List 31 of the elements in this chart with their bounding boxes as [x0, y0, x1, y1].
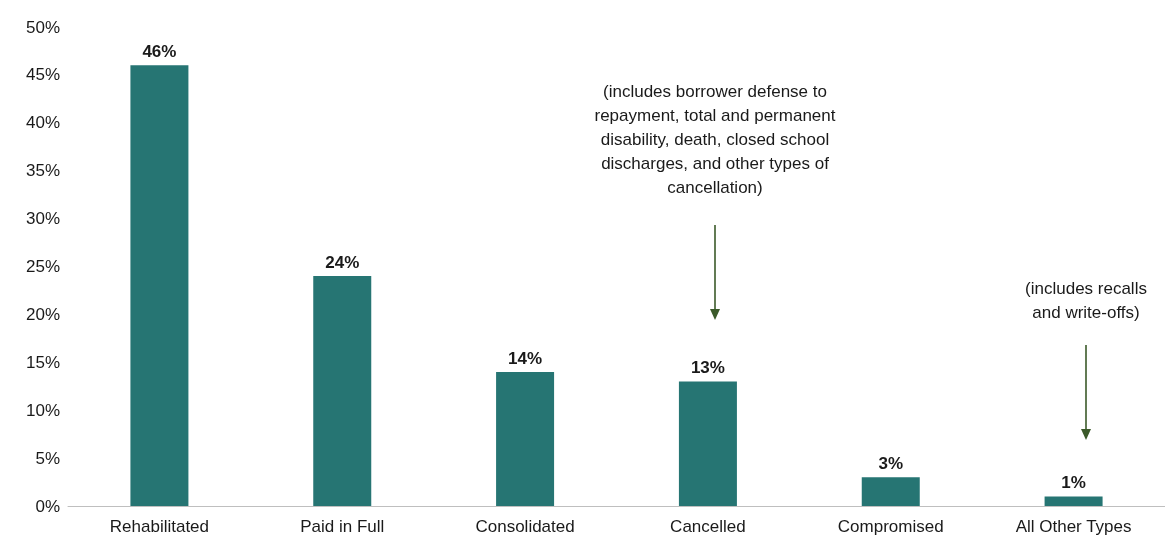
y-tick-label: 0%	[35, 496, 60, 516]
bar	[496, 371, 555, 506]
x-tick-label: Consolidated	[475, 517, 575, 536]
x-tick-label: All Other Types	[1015, 517, 1132, 536]
y-tick-label: 45%	[25, 65, 60, 85]
x-tick-label: Cancelled	[670, 517, 746, 536]
annotation: (includes recalls and write-offs)	[1024, 278, 1148, 324]
y-tick-label: 20%	[25, 304, 60, 324]
y-tick-label: 35%	[25, 161, 60, 181]
y-tick-label: 30%	[25, 209, 60, 229]
bar	[313, 276, 372, 506]
bar	[1044, 496, 1103, 506]
x-tick-label: Paid in Full	[300, 517, 385, 536]
data-label: 1%	[1061, 473, 1086, 493]
bar	[861, 477, 920, 506]
data-label: 13%	[690, 358, 725, 378]
bar	[678, 381, 737, 506]
data-label: 14%	[508, 348, 543, 368]
y-tick-label: 15%	[25, 352, 60, 372]
x-tick-label: Compromised	[837, 517, 944, 536]
y-tick-label: 50%	[25, 17, 60, 37]
bar	[130, 65, 189, 506]
y-tick-label: 25%	[25, 257, 60, 276]
y-tick-label: 5%	[35, 448, 60, 468]
x-tick-label: Rehabilitated	[109, 517, 210, 536]
data-label: 3%	[878, 454, 904, 474]
y-tick-label: 10%	[25, 400, 60, 420]
data-label: 46%	[142, 42, 177, 62]
data-label: 24%	[325, 253, 360, 273]
annotation: (includes borrower defense to repayment, total and permanent disability, death, closed school discharges, and other types of cancellation)	[593, 81, 837, 199]
y-tick-label: 40%	[25, 113, 60, 133]
